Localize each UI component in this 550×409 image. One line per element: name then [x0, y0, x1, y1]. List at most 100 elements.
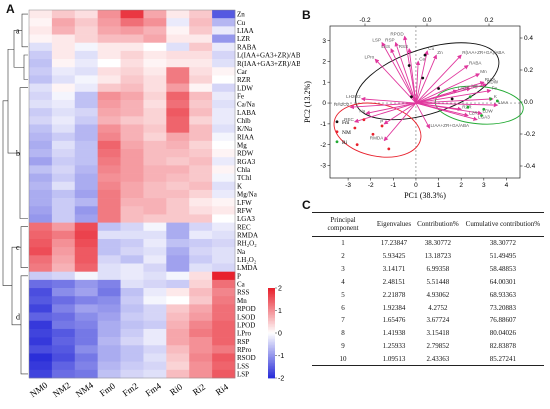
legend-color-step: [268, 345, 275, 347]
heatmap-cell: [74, 59, 98, 68]
heatmap-cell: [212, 345, 236, 354]
heatmap-cell: [166, 75, 190, 84]
heatmap-cell: [212, 140, 236, 150]
heatmap-cell: [74, 198, 98, 207]
heatmap-cell: [143, 108, 167, 117]
table-cell: 6.99358: [426, 265, 450, 274]
legend-color-step: [268, 342, 275, 344]
y-tick-label: 2: [322, 59, 326, 66]
heatmap-cell: [120, 288, 144, 297]
heatmap-cell: [166, 279, 190, 289]
loading-vector: [415, 60, 421, 104]
heatmap-cell: [97, 320, 121, 330]
heatmap-cell: [120, 108, 144, 117]
x-tick-label: 3: [482, 182, 486, 189]
heatmap-cell: [29, 263, 53, 272]
sample-point-nm: [387, 147, 391, 151]
table-cell: 1.65476: [382, 316, 406, 325]
heatmap-cell: [97, 67, 121, 76]
table-cell: 76.88607: [489, 316, 517, 325]
heatmap-cell: [143, 255, 167, 264]
heatmap-cell: [143, 50, 167, 60]
table-row: 4 2.48151 5.51448 64.00301: [312, 276, 544, 289]
legend-color-step: [268, 325, 275, 328]
sample-point-fm: [407, 64, 411, 67]
heatmap-cell: [120, 279, 144, 289]
loading-vector-label: Ca: [419, 56, 425, 61]
heatmap-row-label: Chla: [237, 166, 251, 174]
legend-color-step: [268, 351, 275, 353]
heatmap-cell: [29, 279, 53, 289]
heatmap-row-label: RIAA: [237, 133, 254, 141]
heatmap-cell: [166, 271, 190, 281]
loading-vector: [365, 102, 417, 115]
heatmap-cell: [189, 263, 213, 272]
legend-color-step: [268, 337, 275, 340]
heatmap-cell: [97, 34, 121, 44]
dendrogram-link: [23, 54, 28, 80]
heatmap-row-label: Zn: [237, 11, 245, 19]
heatmap-cell: [74, 181, 98, 191]
heatmap-cell: [143, 165, 167, 174]
heatmap-cell: [97, 59, 121, 68]
heatmap-cell: [51, 181, 76, 191]
heatmap-cell: [166, 91, 190, 101]
table-cell: 5.51448: [426, 277, 450, 286]
legend-color-step: [268, 307, 275, 310]
sample-point-fm: [421, 76, 425, 80]
heatmap-cell: [74, 108, 98, 117]
heatmap-cell: [120, 42, 144, 52]
legend-color-step: [268, 294, 275, 296]
heatmap-cell: [120, 198, 144, 207]
heatmap-cell: [189, 42, 213, 52]
heatmap-cell: [143, 345, 167, 354]
heatmap-cell: [51, 271, 76, 281]
loading-vector: [415, 73, 481, 104]
heatmap-cell: [166, 230, 190, 240]
heatmap-cell: [212, 255, 236, 264]
loading-vector-label: RSS: [399, 44, 408, 49]
legend-color-step: [268, 309, 275, 311]
legend-color-step: [268, 306, 275, 308]
sample-point-nm: [371, 132, 375, 136]
heatmap-cell: [51, 263, 76, 272]
heatmap-cell: [143, 296, 167, 305]
heatmap-cell: [97, 206, 121, 215]
heatmap-cell: [166, 189, 190, 199]
table-row: 1 17.23847 38.30772 38.30772: [312, 237, 544, 250]
heatmap-cell: [29, 124, 53, 133]
heatmap-row-label: R(IAA+GA3+ZR)/ABA: [237, 60, 300, 68]
loading-vector: [415, 54, 437, 104]
heatmap-cell: [166, 10, 190, 19]
heatmap-cell: [74, 18, 98, 27]
heatmap-cell: [189, 67, 213, 76]
heatmap-cell: [120, 83, 144, 93]
legend-color-step: [268, 291, 275, 293]
legend-color-step: [268, 328, 275, 331]
heatmap-row-label: Fe: [237, 92, 244, 100]
heatmap-cell: [29, 173, 53, 183]
heatmap-cell: [189, 279, 213, 289]
heatmap-cell: [29, 26, 53, 35]
heatmap-cell: [51, 230, 76, 240]
heatmap-cell: [97, 173, 121, 183]
heatmap-cell: [97, 26, 121, 35]
pca-eigenvalue-table: Principal component Eigenvalues Contribu…: [312, 211, 544, 367]
x-tick-label: 2: [459, 182, 463, 189]
legend-color-step: [268, 288, 275, 290]
heatmap-cell: [212, 91, 236, 101]
heatmap-cell: [51, 353, 76, 362]
loading-vector-label: RMDA: [370, 136, 384, 141]
right-tick-label: -0.4: [524, 163, 536, 170]
heatmap-cell: [29, 75, 53, 84]
table-cell: 2: [341, 252, 345, 261]
heatmap-cell: [120, 353, 144, 362]
heatmap-cell: [166, 263, 190, 272]
heatmap-cell: [29, 116, 53, 125]
legend-color-step: [268, 334, 275, 337]
y-axis-label: PC2 (13.2%): [303, 81, 312, 123]
legend-tick-label: -2: [278, 376, 284, 383]
heatmap-cell: [51, 312, 76, 322]
heatmap-cell: [74, 165, 98, 174]
heatmap-cell: [189, 296, 213, 305]
